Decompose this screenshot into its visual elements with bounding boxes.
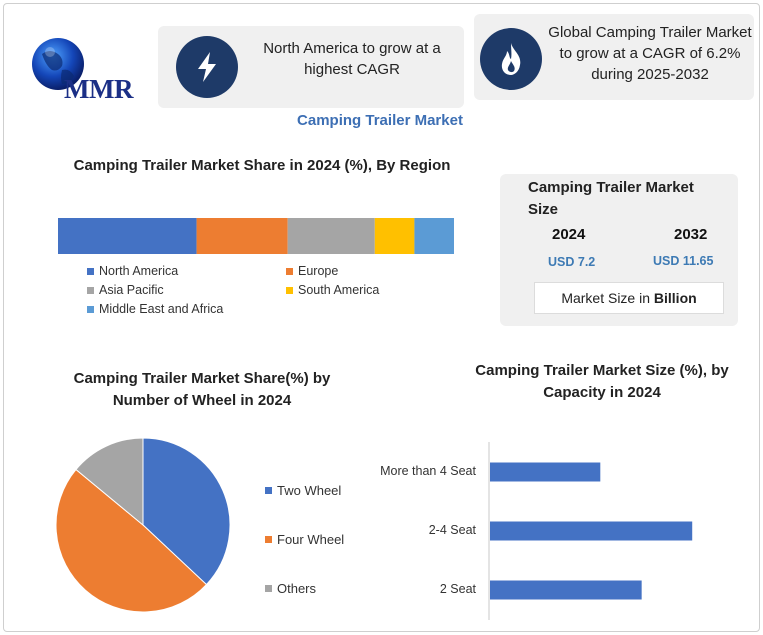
region-bar-segment-north-america: [58, 218, 197, 254]
legend-item-north-america: North America: [87, 264, 178, 278]
legend-item-four-wheel: Four Wheel: [265, 532, 344, 547]
legend-swatch: [87, 305, 94, 313]
value-2032: USD 11.65: [653, 254, 714, 268]
legend-label: Europe: [298, 264, 339, 278]
market-size-box: Camping Trailer Market Size 2024 2032 US…: [500, 174, 738, 326]
capacity-bar-chart: [488, 442, 693, 620]
capacity-bar-2-seat: [490, 580, 642, 600]
pie-slice-others: [75, 437, 144, 527]
legend-item-middle-east-and-africa: Middle East and Africa: [87, 302, 223, 316]
market-size-title: Camping Trailer Market Size: [528, 179, 694, 218]
capacity-tick-label: 2 Seat: [439, 582, 476, 596]
unit-bold: Billion: [653, 290, 697, 306]
region-bar-segment-europe: [196, 218, 288, 254]
globe-icon: [32, 38, 84, 90]
capacity-bar-more-than-4-seat: [490, 462, 601, 482]
legend-swatch: [286, 267, 293, 275]
page-title: Camping Trailer Market: [297, 112, 463, 129]
capacity-chart-title: Camping Trailer Market Size (%), by Capa…: [475, 362, 729, 401]
callout-global-cagr: Global Camping Trailer Market to grow at…: [474, 14, 754, 100]
legend-item-south-america: South America: [286, 283, 379, 297]
unit-prefix: Market Size in: [561, 290, 654, 306]
brand-logo-text: MMR: [64, 74, 133, 104]
unit-label: Market Size in Billion: [534, 282, 724, 314]
legend-swatch: [265, 487, 272, 494]
pie-slice-two-wheel: [142, 437, 231, 586]
legend-label: Others: [277, 581, 317, 596]
legend-label: South America: [298, 283, 380, 297]
region-bar-segment-south-america: [374, 218, 415, 254]
legend-label: Two Wheel: [277, 483, 342, 498]
wheel-chart-title: Camping Trailer Market Share(%) by Numbe…: [73, 370, 331, 409]
region-chart-title: Camping Trailer Market Share in 2024 (%)…: [73, 157, 451, 174]
region-bar-segment-asia-pacific: [287, 218, 375, 254]
capacity-tick-label: More than 4 Seat: [380, 464, 476, 478]
value-2024: USD 7.2: [548, 255, 596, 269]
capacity-bar-2-4-seat: [490, 521, 693, 541]
capacity-tick-label: 2-4 Seat: [428, 523, 476, 537]
legend-label: Asia Pacific: [99, 283, 164, 297]
infographic-frame: [3, 3, 760, 632]
legend-swatch: [265, 536, 272, 543]
region-stacked-bar: [58, 218, 454, 254]
legend-swatch: [87, 286, 94, 294]
callout-text: North America to grow at a highest CAGR: [263, 40, 441, 78]
legend-swatch: [265, 585, 272, 592]
legend-label: Four Wheel: [277, 532, 345, 547]
year-2024: 2024: [552, 226, 586, 243]
legend-label: North America: [99, 264, 179, 278]
callout-north-america: North America to grow at a highest CAGR: [158, 26, 464, 108]
legend-swatch: [286, 286, 293, 294]
flame-icon: [480, 28, 542, 90]
year-2032: 2032: [674, 226, 708, 243]
callout-text: Global Camping Trailer Market to grow at…: [548, 24, 752, 83]
legend-item-europe: Europe: [286, 264, 338, 278]
region-bar-segment-middle-east-and-africa: [414, 218, 454, 254]
brand-logo: MMR: [28, 34, 143, 104]
legend-item-others: Others: [265, 581, 316, 596]
legend-label: Middle East and Africa: [99, 302, 224, 316]
wheel-pie-chart: [55, 437, 231, 613]
legend-item-two-wheel: Two Wheel: [265, 483, 341, 498]
pie-slice-four-wheel: [55, 468, 208, 613]
lightning-icon: [176, 36, 238, 98]
legend-swatch: [87, 267, 94, 275]
legend-item-asia-pacific: Asia Pacific: [87, 283, 164, 297]
